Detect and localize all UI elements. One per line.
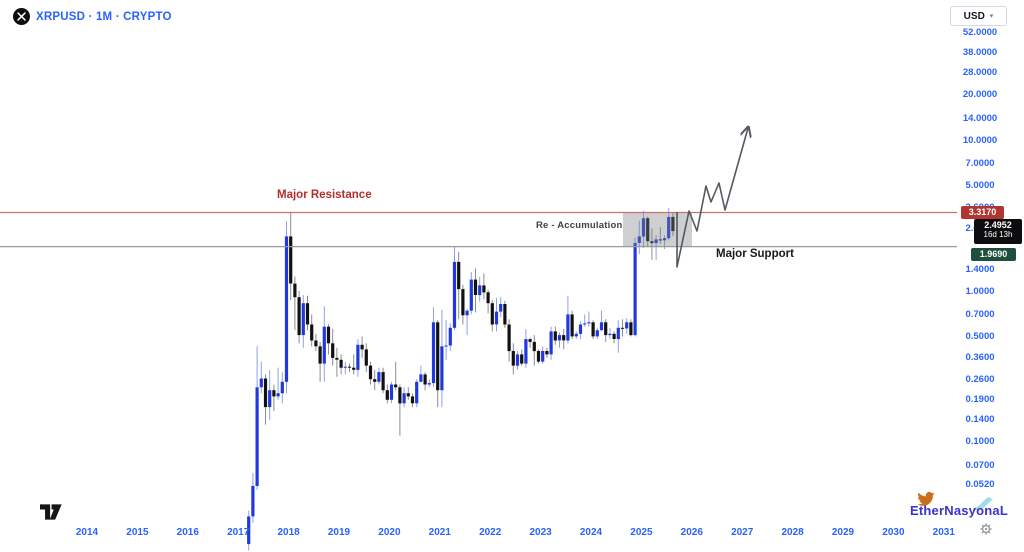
gear-icon[interactable] xyxy=(980,522,992,540)
candlesticks xyxy=(247,208,675,551)
current-price-badge-value: 2.4952 xyxy=(984,220,1012,231)
year-tick-label: 2017 xyxy=(227,527,250,538)
year-tick-label: 2019 xyxy=(327,527,351,538)
price-tick-label: 0.0520 xyxy=(965,479,995,491)
pencil-icon xyxy=(971,496,995,517)
bar-countdown: 16d 13h xyxy=(983,230,1013,240)
support-price-badge-value: 1.9690 xyxy=(979,248,1008,259)
year-tick-label: 2028 xyxy=(781,527,804,538)
year-tick-label: 2020 xyxy=(378,527,401,538)
currency-label: USD xyxy=(963,10,985,22)
price-tick-label: 0.3600 xyxy=(965,352,995,364)
major-resistance-label[interactable]: Major Resistance xyxy=(277,189,372,201)
price-tick-label: 52.0000 xyxy=(962,26,998,38)
price-tick-label: 20.0000 xyxy=(962,89,998,101)
year-tick-label: 2015 xyxy=(126,527,149,538)
re-accumulation-label[interactable]: Re - Accumulation xyxy=(536,220,623,231)
tradingview-logo[interactable] xyxy=(40,504,66,525)
price-tick-label: 28.0000 xyxy=(962,67,998,79)
year-tick-label: 2026 xyxy=(680,527,703,538)
xrp-logo-icon xyxy=(13,8,30,25)
resistance-price-badge: 3.3170 xyxy=(961,206,1004,219)
price-tick-label: 1.0000 xyxy=(965,285,995,297)
price-tick-label: 38.0000 xyxy=(962,47,998,59)
year-tick-label: 2030 xyxy=(882,527,905,538)
support-price-badge: 1.9690 xyxy=(971,247,1016,261)
currency-selector[interactable]: USD ▾ xyxy=(950,6,1007,26)
price-tick-label: 0.0700 xyxy=(965,459,995,471)
price-tick-label: 7.0000 xyxy=(965,158,995,169)
projection-arrow[interactable] xyxy=(676,128,748,268)
price-tick-label: 10.0000 xyxy=(962,134,998,146)
year-tick-label: 2014 xyxy=(75,527,99,538)
price-tick-label: 0.1900 xyxy=(965,394,995,406)
current-price-badge: 2.4952 16d 13h xyxy=(974,219,1022,245)
year-tick-label: 2029 xyxy=(831,527,855,538)
year-tick-label: 2022 xyxy=(479,527,502,538)
price-tick-label: 0.1000 xyxy=(965,436,995,448)
year-tick-label: 2023 xyxy=(529,527,552,538)
price-tick-label: 5.0000 xyxy=(965,180,995,192)
year-tick-label: 2027 xyxy=(731,527,754,538)
resistance-price-badge-value: 3.3170 xyxy=(968,207,997,217)
chart-legend: XRPUSD · 1M · CRYPTO xyxy=(13,8,172,25)
price-tick-label: 0.7000 xyxy=(965,308,995,320)
price-tick-label: 14.0000 xyxy=(962,112,998,124)
year-tick-label: 2025 xyxy=(630,527,653,538)
re-accumulation-box[interactable] xyxy=(623,212,692,247)
chevron-down-icon: ▾ xyxy=(989,12,994,20)
year-tick-label: 2021 xyxy=(428,527,451,538)
price-tick-label: 0.5000 xyxy=(965,330,995,342)
price-tick-label: 0.2600 xyxy=(965,373,995,385)
year-tick-label: 2031 xyxy=(932,527,955,538)
price-tick-label: 1.4000 xyxy=(965,263,995,275)
twitter-bird-icon xyxy=(916,491,935,513)
year-tick-label: 2016 xyxy=(176,527,199,538)
symbol-title[interactable]: XRPUSD · 1M · CRYPTO xyxy=(36,10,172,23)
author-watermark[interactable]: EtherNasyonaL xyxy=(910,503,1008,518)
year-tick-label: 2024 xyxy=(579,527,603,538)
year-tick-label: 2018 xyxy=(277,527,300,538)
major-support-label[interactable]: Major Support xyxy=(716,248,794,260)
price-tick-label: 0.1400 xyxy=(965,414,995,426)
